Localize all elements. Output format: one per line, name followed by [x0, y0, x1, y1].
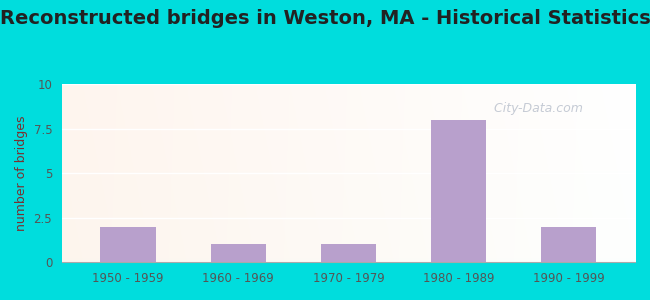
Text: Reconstructed bridges in Weston, MA - Historical Statistics: Reconstructed bridges in Weston, MA - Hi…	[0, 9, 650, 28]
Bar	[431, 120, 486, 262]
Bar	[101, 226, 155, 262]
Bar	[211, 244, 266, 262]
Text: City-Data.com: City-Data.com	[486, 102, 583, 115]
Bar	[321, 244, 376, 262]
Y-axis label: number of bridges: number of bridges	[15, 116, 28, 231]
Bar	[541, 226, 597, 262]
